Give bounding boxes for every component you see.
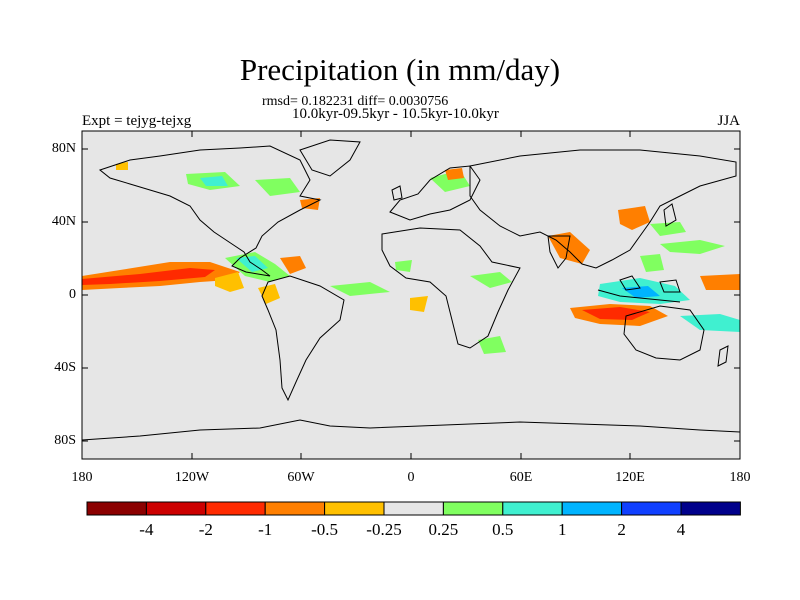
- patch-central-america-cyan: [236, 256, 268, 272]
- lon-tick-60w: 60W: [287, 470, 315, 485]
- patch-amazon-orange: [280, 256, 306, 274]
- colorbar-swatch: [621, 501, 682, 516]
- map-title: Precipitation (in mm/day): [239, 52, 561, 87]
- patch-south-africa-green: [478, 336, 506, 354]
- colorbar-label: -0.5: [311, 520, 339, 539]
- lon-tick-180w: 180: [71, 470, 93, 485]
- patch-philippines-green: [640, 254, 664, 272]
- lon-tick-60e: 60E: [509, 470, 533, 485]
- colorbar-swatch: [86, 501, 147, 516]
- lon-tick-0: 0: [407, 470, 415, 485]
- lat-tick-40s: 40S: [54, 360, 76, 375]
- patch-atlantic-yellow: [410, 296, 428, 312]
- colorbar-label: 2: [617, 520, 626, 539]
- colorbar-label: 0.25: [428, 520, 459, 539]
- patch-labrador-green: [255, 178, 300, 196]
- colorbar-swatch: [205, 501, 266, 516]
- colorbar-label: 4: [676, 520, 686, 539]
- colorbar-label: -4: [139, 520, 154, 539]
- lon-tick-120e: 120E: [615, 470, 645, 485]
- lat-tick-40n: 40N: [51, 214, 76, 229]
- lon-tick-180e: 180: [729, 470, 751, 485]
- experiment-label: Expt = tejyg-tejxg: [82, 113, 192, 129]
- colorbar-swatch: [264, 501, 326, 516]
- colorbar-label: -0.25: [366, 520, 402, 539]
- patch-india-orange: [548, 232, 590, 264]
- colorbar-swatch: [324, 501, 385, 516]
- patch-maritime-red: [582, 307, 650, 320]
- colorbar-label: 0.5: [492, 520, 514, 539]
- axis-ticks: [81, 131, 741, 459]
- colorbar-swatch: [145, 501, 207, 516]
- colorbar: [86, 501, 741, 516]
- patch-africa-green: [395, 260, 412, 272]
- colorbar-swatch: [561, 501, 623, 516]
- season-label: JJA: [717, 113, 740, 129]
- patch-kuroshio-green: [650, 222, 686, 236]
- lat-tick-80s: 80S: [54, 433, 76, 448]
- colorbar-swatch: [442, 501, 504, 516]
- patch-sahel-green: [470, 272, 512, 288]
- lat-tick-80n: 80N: [51, 141, 76, 156]
- patch-canada-cyan: [200, 176, 228, 186]
- lon-tick-120w: 120W: [174, 470, 210, 485]
- patch-sw-pacific-cyan: [680, 314, 740, 332]
- colorbar-label: 1: [557, 520, 567, 539]
- colorbar-label: -1: [258, 520, 273, 539]
- patch-pacific-red: [82, 268, 215, 285]
- patch-west-pacific-orange: [700, 274, 740, 290]
- colorbar-swatch: [680, 501, 741, 516]
- period-line: 10.0kyr-09.5kyr - 10.5kyr-10.0kyr: [292, 106, 499, 122]
- patch-pacific-yellow: [215, 272, 244, 292]
- patch-atlantic-green: [330, 282, 390, 296]
- colorbar-label: -2: [198, 520, 213, 539]
- patch-china-orange: [618, 206, 650, 230]
- anomaly-patches: [82, 162, 740, 354]
- patch-west-pacific-green: [660, 240, 725, 254]
- patch-scandinavia-orange: [445, 168, 464, 180]
- stats-line: rmsd= 0.182231 diff= 0.0030756: [262, 94, 449, 109]
- lat-tick-0: 0: [69, 287, 76, 302]
- colorbar-swatch: [502, 501, 563, 516]
- colorbar-swatch: [383, 501, 444, 516]
- coastlines: [81, 139, 741, 441]
